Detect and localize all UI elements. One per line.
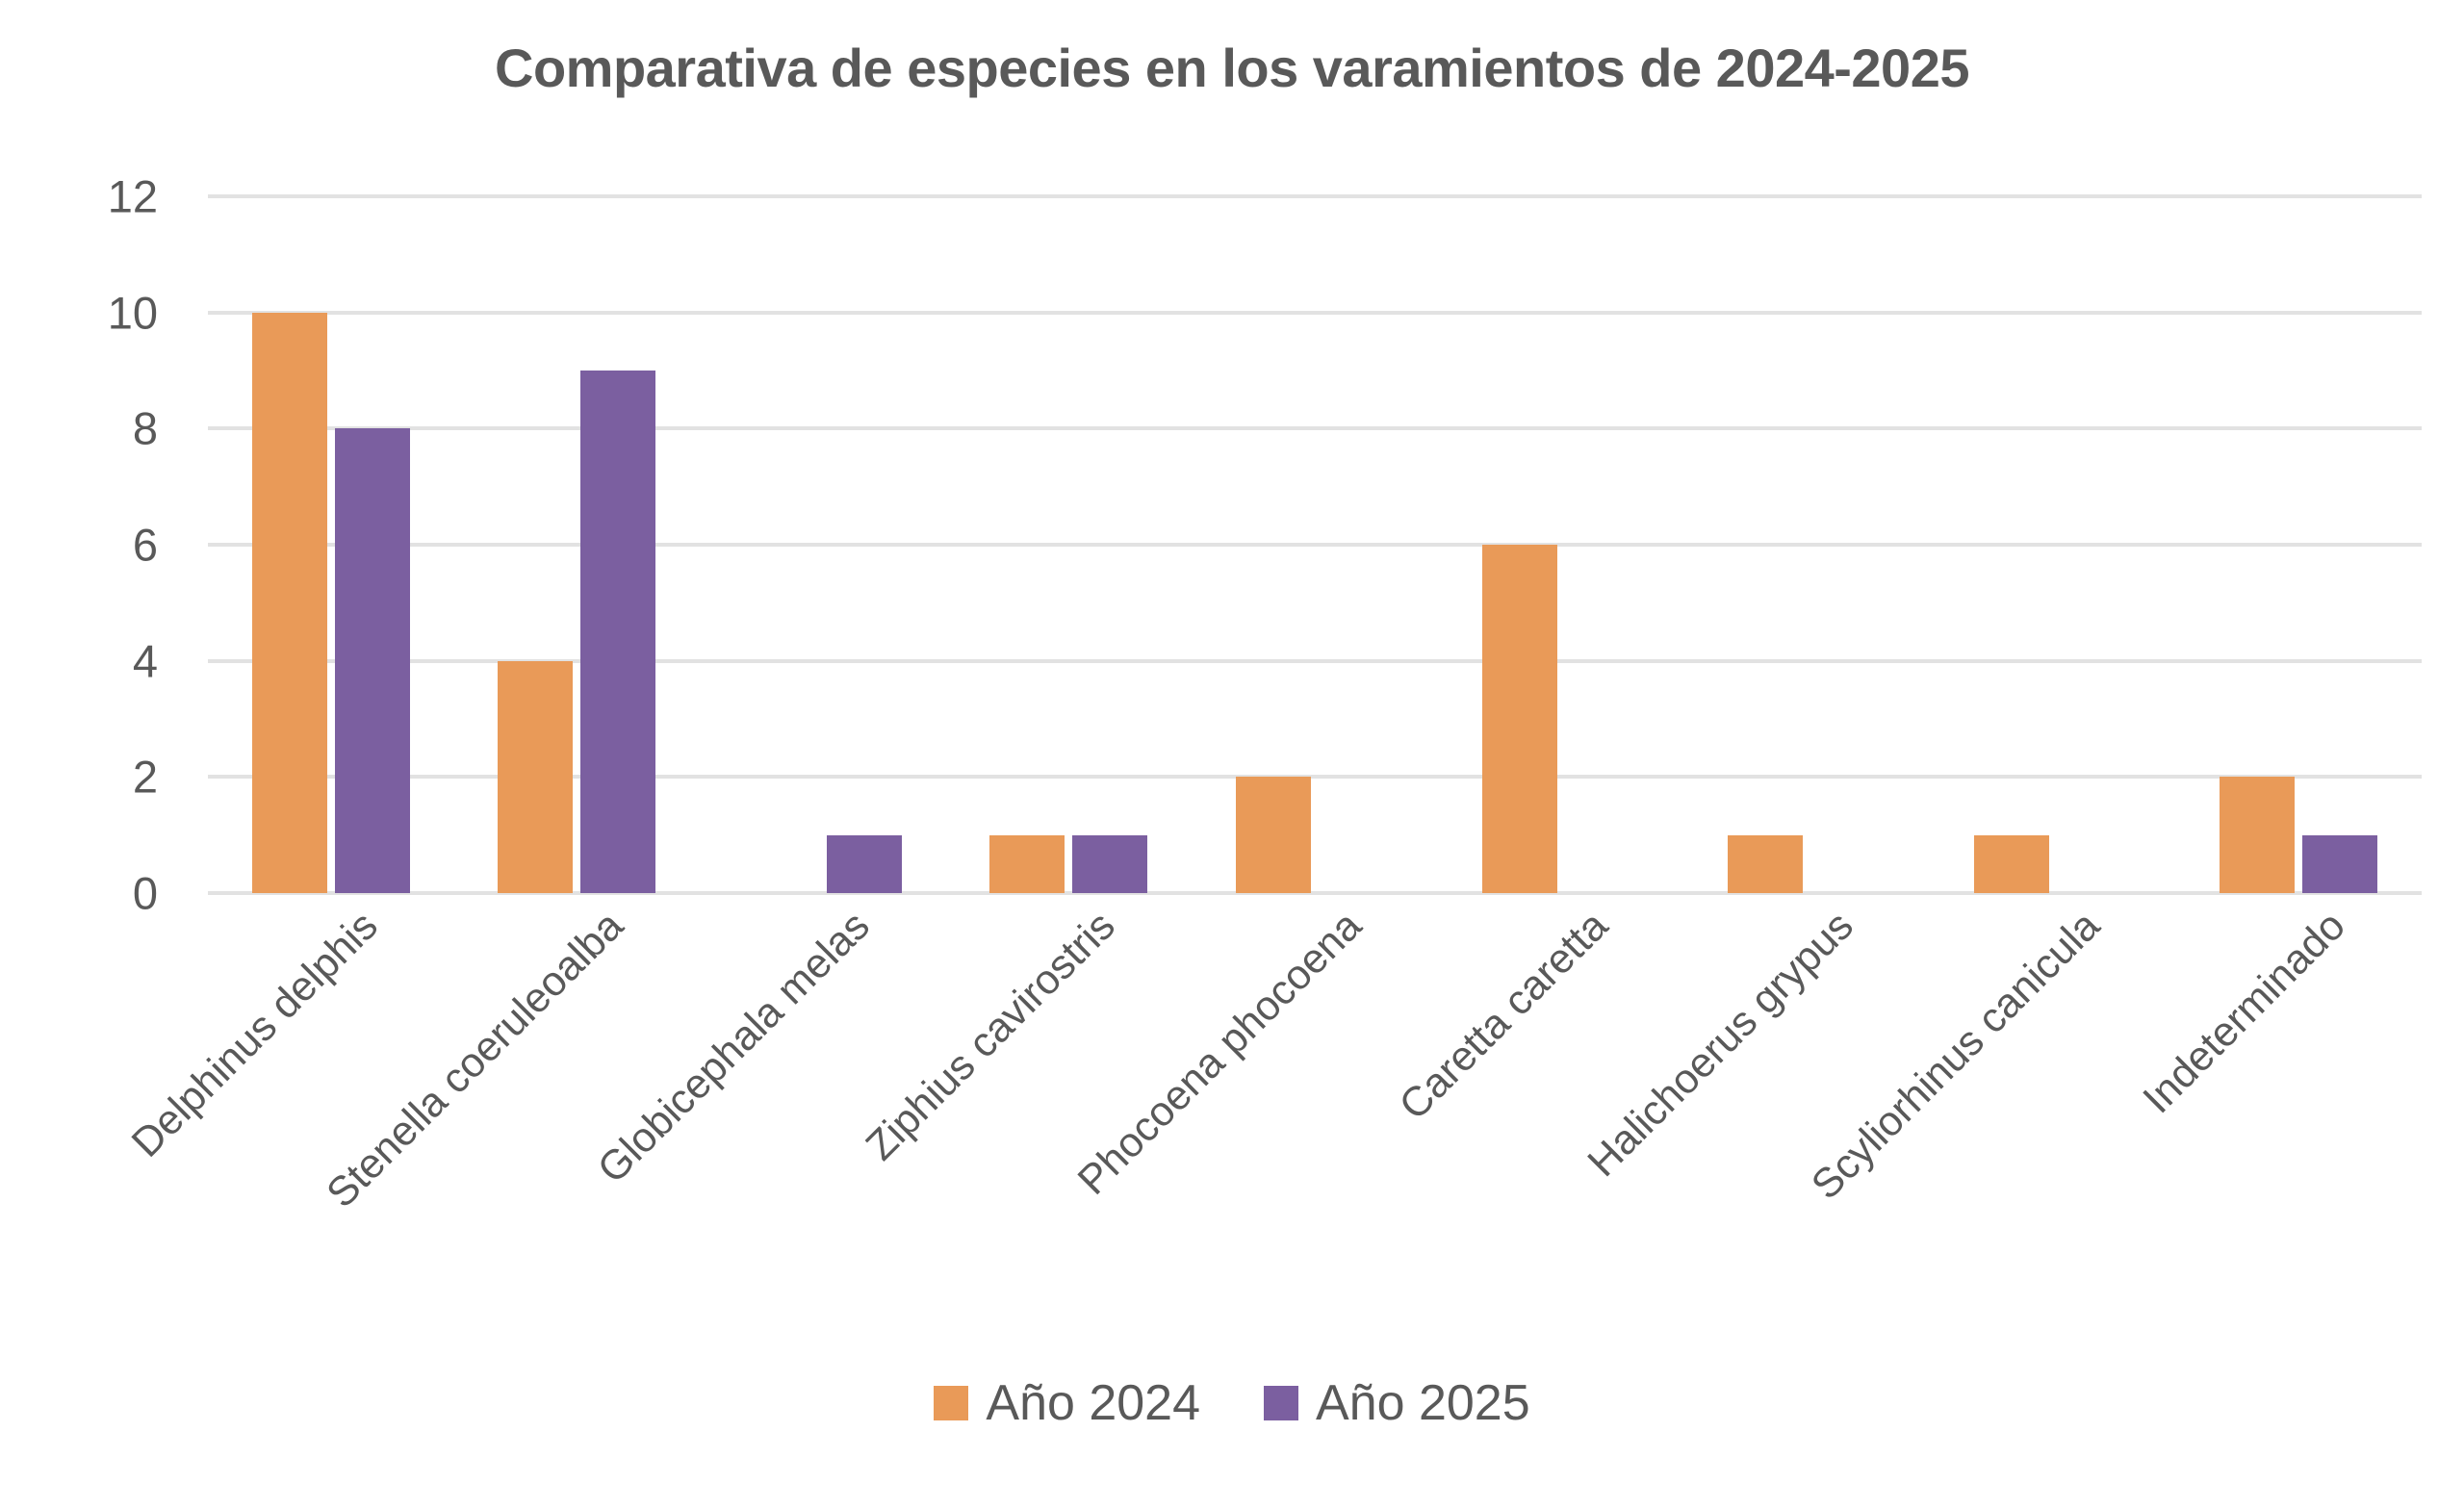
bar-group [1930,196,2176,893]
y-axis-tick-label: 4 [132,635,158,687]
y-axis: 0 2 4 6 8 10 12 [0,174,183,916]
bar-group [2175,196,2422,893]
y-axis-tick-label: 8 [132,402,158,454]
bar[interactable] [580,371,656,893]
x-axis-tick-label: Globicephala melas [588,902,879,1192]
bar[interactable] [334,428,410,893]
chart-legend: Año 2024 Año 2025 [0,1378,2464,1428]
bar[interactable] [2302,834,2378,893]
legend-label: Año 2024 [986,1375,1200,1431]
bar[interactable] [498,660,574,893]
bar-group [1192,196,1438,893]
bar-group [208,196,454,893]
page-title: Comparativa de especies en los varamient… [495,38,1969,98]
x-axis-tick-label: Stenella coeruleoalba [318,902,633,1217]
bar[interactable] [2220,777,2296,893]
bar[interactable] [1973,834,2049,893]
bar-group [700,196,946,893]
bar[interactable] [1235,777,1311,893]
bar-group [946,196,1193,893]
gridline [208,543,2422,547]
bar[interactable] [989,834,1065,893]
x-axis-tick-label: Phocoena phocoena [1068,902,1371,1204]
legend-item[interactable]: Año 2024 [934,1378,1200,1428]
plot-area [208,194,2422,895]
x-axis: Delphinus delphis Stenella coeruleoalba Gl… [123,903,2422,1309]
legend-swatch-icon [934,1386,969,1420]
gridline [208,194,2422,198]
x-axis-tick-label: Scyliorhinus canicula [1802,902,2109,1209]
gridline [208,891,2422,895]
legend-item[interactable]: Año 2025 [1264,1378,1530,1428]
x-axis-tick-label: Caretta caretta [1390,902,1617,1129]
bar[interactable] [1481,545,1557,893]
bar-group [1438,196,1684,893]
bars-layer [208,196,2422,893]
x-axis-tick-label: Indeterminado [2134,902,2355,1123]
x-axis-tick-label: Halichoerus grypus [1578,902,1862,1187]
legend-swatch-icon [1264,1386,1298,1420]
gridline [208,775,2422,780]
y-axis-tick-label: 10 [107,287,158,339]
bar[interactable] [826,834,902,893]
gridline [208,426,2422,431]
legend-label: Año 2025 [1316,1375,1530,1431]
bar[interactable] [1728,834,1804,893]
bar[interactable] [1072,834,1148,893]
bar[interactable] [251,312,327,893]
bar-group [454,196,701,893]
y-axis-tick-label: 6 [132,519,158,571]
y-axis-tick-label: 2 [132,751,158,803]
bar-group [1683,196,1930,893]
x-axis-tick-label: Ziphius cavirostris [858,902,1125,1170]
gridline [208,658,2422,663]
gridline [208,310,2422,315]
y-axis-tick-label: 0 [132,867,158,919]
x-axis-tick-label: Delphinus delphis [122,902,387,1166]
y-axis-tick-label: 12 [107,170,158,222]
